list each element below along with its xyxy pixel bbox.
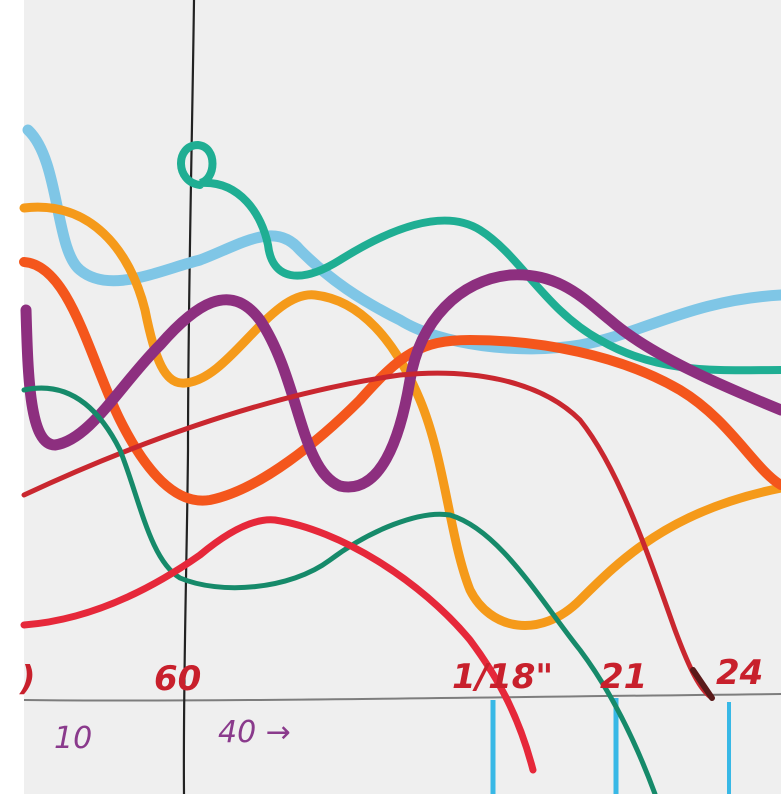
- curve-red-orange: [19, 257, 781, 506]
- label-forty: 40 →: [218, 715, 291, 750]
- label-ten: 10: [54, 721, 92, 756]
- label-twentyone: 21: [600, 657, 647, 697]
- label-zero-fragment: ): [19, 659, 36, 699]
- curve-dark-red-tip: [690, 667, 715, 701]
- curve-dark-red: [21, 370, 715, 701]
- label-eighteen: 1/18": [452, 657, 553, 697]
- curve-light-blue: [22, 124, 781, 355]
- curve-red: [20, 516, 537, 774]
- curve-purple: [20, 269, 781, 493]
- curve-teal: [177, 140, 781, 375]
- label-twentyfour: 24: [716, 653, 763, 693]
- curve-dark-green: [21, 385, 658, 794]
- vertical-divider: [182, 0, 196, 794]
- label-sixty: 60: [154, 659, 201, 699]
- axis-baseline: [23, 693, 781, 702]
